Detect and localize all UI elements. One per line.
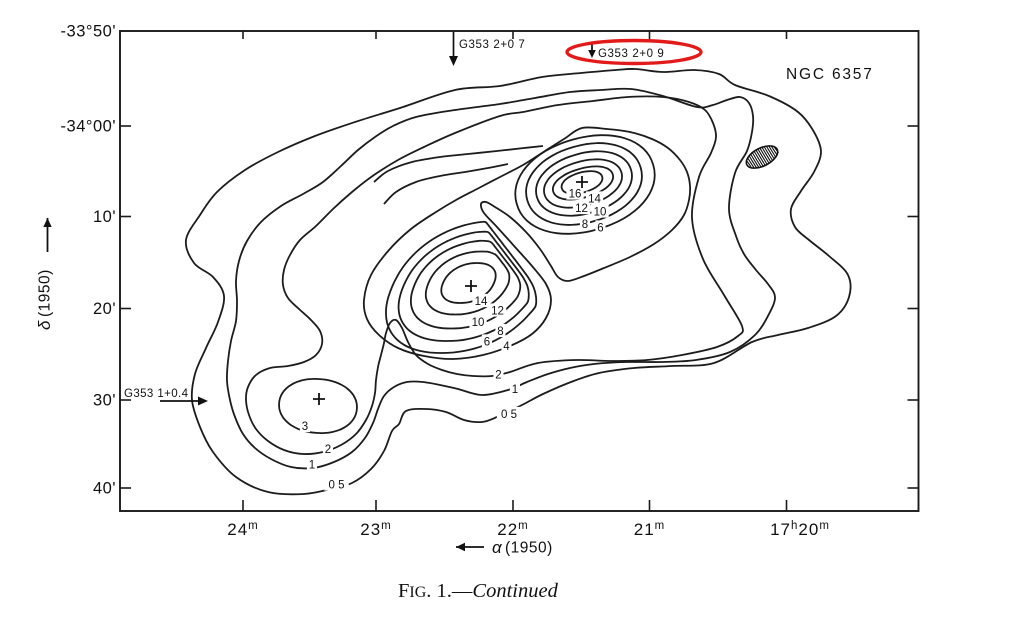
svg-text:30': 30' xyxy=(93,391,116,409)
svg-text:1: 1 xyxy=(309,459,315,471)
svg-text:G353 1+0.4: G353 1+0.4 xyxy=(124,388,189,400)
svg-text:8: 8 xyxy=(582,219,588,231)
svg-text:10': 10' xyxy=(93,208,116,226)
svg-text:2: 2 xyxy=(325,444,331,456)
svg-text:(1950): (1950) xyxy=(505,540,553,557)
svg-text:40': 40' xyxy=(93,479,116,497)
svg-text:20': 20' xyxy=(93,300,116,318)
svg-text:G353 2+0 7: G353 2+0 7 xyxy=(459,39,525,51)
svg-text:12: 12 xyxy=(575,203,588,215)
svg-text:6: 6 xyxy=(597,222,603,234)
svg-text:-33°50': -33°50' xyxy=(61,22,116,40)
svg-text:δ: δ xyxy=(35,320,54,330)
svg-text:6: 6 xyxy=(484,336,490,348)
svg-text:α: α xyxy=(492,538,503,557)
svg-text:14: 14 xyxy=(588,193,601,205)
svg-text:0 5: 0 5 xyxy=(501,409,517,421)
svg-text:0 5: 0 5 xyxy=(329,479,345,491)
svg-text:(1950): (1950) xyxy=(37,269,54,317)
svg-text:3: 3 xyxy=(302,421,308,433)
svg-text:14: 14 xyxy=(475,296,488,308)
svg-text:17h20m: 17h20m xyxy=(770,520,830,539)
svg-text:1: 1 xyxy=(512,384,518,396)
svg-text:12: 12 xyxy=(491,305,504,317)
svg-text:10: 10 xyxy=(472,317,485,329)
svg-text:2: 2 xyxy=(495,369,501,381)
svg-text:8: 8 xyxy=(497,326,503,338)
svg-text:FIG. 1.—Continued: FIG. 1.—Continued xyxy=(398,580,559,602)
svg-text:4: 4 xyxy=(503,341,510,353)
svg-text:NGC 6357: NGC 6357 xyxy=(786,66,874,83)
svg-text:-34°00': -34°00' xyxy=(61,117,116,135)
svg-text:G353 2+0 9: G353 2+0 9 xyxy=(598,48,664,60)
svg-text:10: 10 xyxy=(594,206,607,218)
svg-text:16: 16 xyxy=(569,188,582,200)
